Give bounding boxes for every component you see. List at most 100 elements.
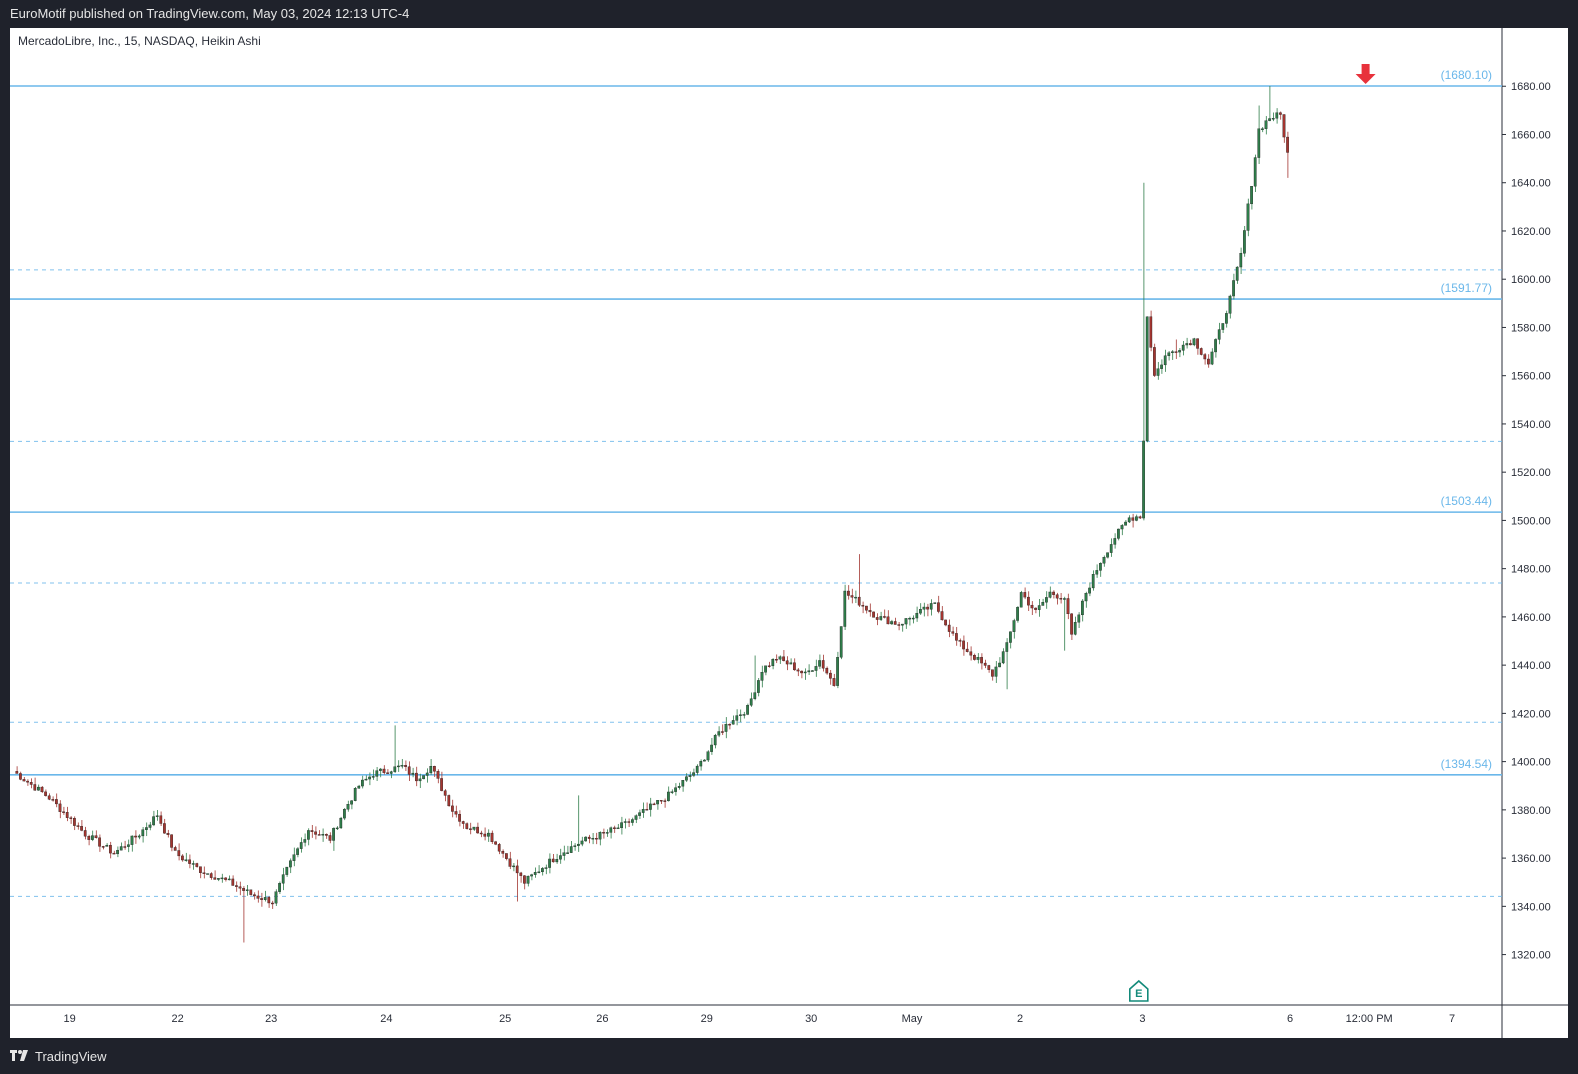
candle-body (789, 662, 793, 665)
candle-body (1005, 642, 1009, 652)
y-tick-label: 1580.00 (1511, 322, 1551, 334)
candle-body (634, 815, 638, 820)
candle-body (526, 875, 530, 884)
candle-body (901, 623, 904, 626)
candle-body (587, 836, 591, 839)
candle-body (595, 837, 598, 840)
candle-body (195, 863, 199, 867)
candle-body (461, 821, 465, 824)
candle-body (415, 772, 418, 782)
earnings-marker-icon (1129, 979, 1149, 1002)
candle-body (263, 897, 267, 900)
candle-body (771, 659, 775, 667)
candle-body (1210, 351, 1214, 365)
candle-body (965, 648, 969, 652)
candle-body (253, 894, 256, 897)
candle-body (109, 844, 112, 854)
candle-body (94, 835, 98, 838)
candle-body (393, 766, 397, 772)
candle-body (505, 853, 508, 859)
footer-bar: TradingView (0, 1038, 1578, 1074)
candle-body (1019, 592, 1023, 608)
candle-body (861, 605, 865, 607)
candle-body (1286, 136, 1289, 153)
candle-body (577, 843, 580, 846)
x-tick-label: 3 (1139, 1013, 1145, 1025)
candle-body (220, 877, 224, 880)
candle-body (775, 659, 778, 661)
x-tick-label: May (902, 1013, 923, 1025)
candle-body (778, 656, 782, 660)
candle-body (1052, 591, 1055, 595)
candle-body (1102, 557, 1106, 564)
candle-body (1253, 157, 1257, 187)
candle-body (91, 835, 94, 840)
candle-body (184, 859, 188, 861)
candle-body (951, 631, 955, 634)
candle-body (289, 860, 292, 868)
candle-body (886, 616, 890, 625)
candle-body (627, 821, 631, 823)
candle-body (1228, 295, 1232, 314)
candle-body (497, 844, 501, 852)
candle-body (1225, 313, 1228, 324)
candle-body (44, 791, 47, 796)
candle-body (811, 670, 814, 672)
candle-body (116, 849, 119, 855)
y-tick-label: 1640.00 (1511, 178, 1551, 190)
candle-body (375, 770, 379, 777)
candle-body (1232, 280, 1235, 297)
candle-body (969, 651, 973, 656)
candle-body (458, 813, 461, 822)
candle-body (1001, 651, 1005, 664)
candle-body (101, 846, 105, 848)
candle-body (713, 734, 717, 746)
candle-body (800, 670, 803, 674)
candle-body (1120, 525, 1124, 530)
candle-body (937, 602, 940, 612)
candle-body (904, 618, 908, 625)
level-label-1: (1591.77) (1441, 281, 1492, 295)
y-tick-label: 1420.00 (1511, 708, 1551, 720)
candle-body (451, 805, 454, 812)
y-tick-label: 1680.00 (1511, 81, 1551, 93)
candle-body (1066, 598, 1070, 615)
candle-body (1012, 620, 1016, 632)
candle-body (649, 803, 652, 810)
candle-body (645, 809, 649, 811)
candle-body (641, 809, 645, 813)
candle-body (339, 817, 343, 829)
y-tick-label: 1380.00 (1511, 805, 1551, 817)
candle-body (843, 590, 847, 627)
candle-body (879, 616, 883, 620)
candle-body (274, 891, 278, 904)
candle-body (670, 791, 674, 793)
chart-frame[interactable]: (1680.10) (1591.77) (1503.44) (1394.54) 1320… (10, 28, 1568, 1038)
candle-body (566, 852, 569, 854)
tradingview-brand[interactable]: TradingView (10, 1046, 107, 1066)
candle-body (15, 771, 19, 774)
candle-body (465, 823, 469, 829)
candle-body (65, 812, 69, 818)
candle-body (580, 840, 584, 845)
brand-label: TradingView (35, 1048, 107, 1064)
candle-body (973, 655, 976, 660)
chart-canvas[interactable]: (1680.10) (1591.77) (1503.44) (1394.54) 1320… (10, 28, 1568, 1038)
candle-body (667, 791, 670, 802)
candle-body (1088, 587, 1091, 594)
level-label-0: (1680.10) (1441, 68, 1492, 82)
candle-body (1178, 350, 1181, 353)
candle-body (728, 723, 731, 726)
candle-body (652, 803, 656, 806)
y-tick-label: 1600.00 (1511, 274, 1551, 286)
publish-info: EuroMotif published on TradingView.com, … (10, 6, 410, 21)
candle-body (512, 865, 515, 868)
candle-body (1149, 316, 1153, 348)
earnings-marker-label: E (1135, 988, 1142, 1000)
candle-body (623, 821, 627, 823)
candle-body (609, 827, 613, 833)
candle-body (796, 669, 800, 672)
candle-body (260, 898, 263, 900)
candle-body (191, 863, 195, 865)
candle-body (821, 660, 825, 669)
